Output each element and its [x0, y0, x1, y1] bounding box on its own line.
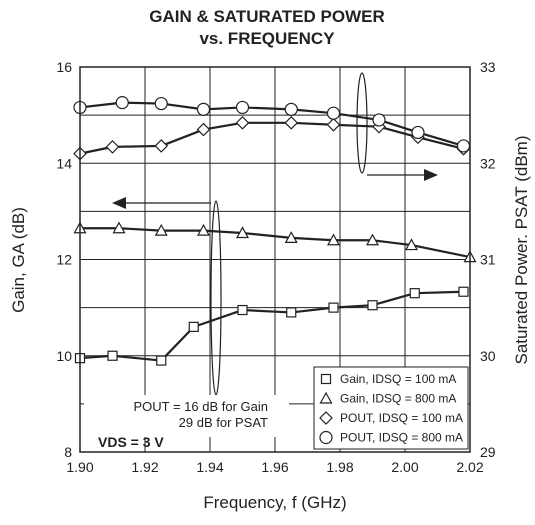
data-point-diamond	[155, 140, 167, 152]
x-tick-label: 1.94	[196, 459, 223, 475]
y-tick-label: 12	[56, 252, 72, 268]
x-axis-label: Frequency, f (GHz)	[203, 493, 346, 512]
data-point-square	[329, 303, 338, 312]
legend-label: POUT, IDSQ = 100 mA	[340, 411, 463, 425]
y-tick-label: 16	[56, 59, 72, 75]
data-point-circle	[116, 97, 128, 109]
data-point-circle	[373, 114, 385, 126]
x-tick-label: 2.02	[456, 459, 483, 475]
data-point-circle	[155, 98, 167, 110]
chart-subtitle: vs. FREQUENCY	[199, 29, 335, 48]
annotation-pout-gain: POUT = 16 dB for Gain	[133, 399, 268, 414]
data-point-circle	[412, 126, 424, 138]
annotation-psat: 29 dB for PSAT	[179, 415, 268, 430]
x-tick-label: 1.96	[261, 459, 288, 475]
chart-title: GAIN & SATURATED POWER	[149, 7, 384, 26]
data-point-diamond	[198, 124, 210, 136]
x-tick-label: 1.98	[326, 459, 353, 475]
annotation-vds: VDS = 3 V	[98, 434, 164, 450]
data-point-square	[287, 308, 296, 317]
y-axis-label: Gain, GA (dB)	[9, 207, 28, 313]
legend-label: Gain, IDSQ = 100 mA	[340, 372, 456, 386]
x-tick-label: 1.90	[66, 459, 93, 475]
data-point-square	[189, 322, 198, 331]
data-point-circle	[458, 140, 470, 152]
x-tick-label: 1.92	[131, 459, 158, 475]
data-point-square	[459, 287, 468, 296]
y2-axis-label: Saturated Power. PSAT (dBm)	[512, 136, 531, 365]
y2-tick-label: 30	[480, 348, 496, 364]
data-point-diamond	[285, 117, 297, 129]
x-tick-label: 2.00	[391, 459, 418, 475]
data-point-square	[238, 306, 247, 315]
y2-tick-label: 29	[480, 444, 496, 460]
legend-label: POUT, IDSQ = 800 mA	[340, 431, 463, 445]
y-tick-label: 10	[56, 348, 72, 364]
data-point-circle	[198, 103, 210, 115]
series-line-square	[80, 292, 464, 361]
data-point-square	[368, 301, 377, 310]
legend-marker-square	[322, 375, 331, 384]
legend-marker-circle	[320, 432, 332, 444]
left-arrow-head	[112, 197, 126, 209]
data-point-square	[108, 351, 117, 360]
data-point-square	[157, 356, 166, 365]
right-arrow-head	[424, 169, 438, 181]
legend-label: Gain, IDSQ = 800 mA	[340, 392, 456, 406]
data-point-square	[410, 289, 419, 298]
series-line-circle	[80, 103, 464, 146]
data-point-circle	[328, 107, 340, 119]
y2-tick-label: 33	[480, 59, 496, 75]
y2-tick-label: 32	[480, 155, 496, 171]
data-point-circle	[285, 103, 297, 115]
y-tick-label: 14	[56, 155, 72, 171]
y2-tick-label: 31	[480, 252, 496, 268]
data-point-circle	[237, 101, 249, 113]
data-point-diamond	[237, 117, 249, 129]
data-point-diamond	[328, 119, 340, 131]
y-tick-label: 8	[64, 444, 72, 460]
data-point-diamond	[107, 141, 119, 153]
